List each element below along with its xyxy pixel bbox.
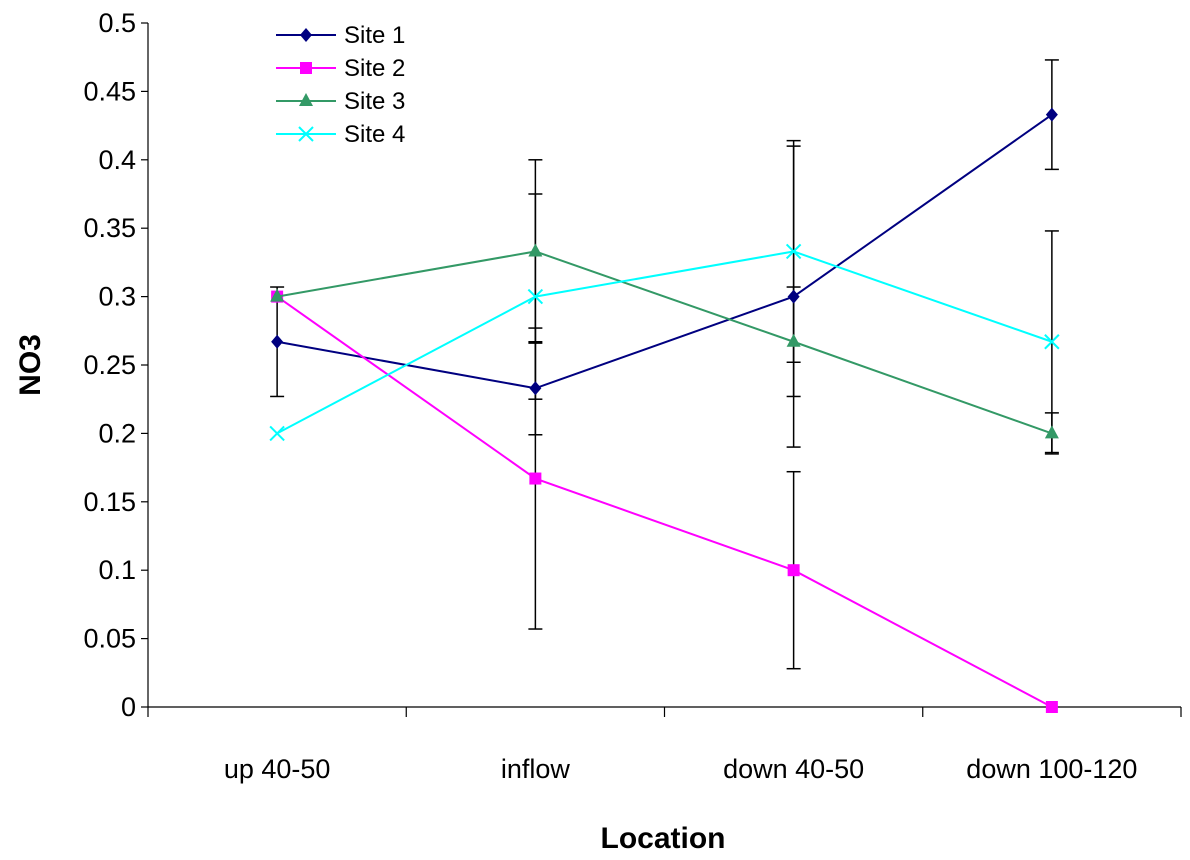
data-point-site-4 [785,243,802,260]
y-tick-label: 0.25 [83,350,136,380]
marker-stroke [1044,334,1060,350]
marker-stroke [527,288,544,305]
plot-area: 0 0.05 0.1 0.15 0.2 0.25 0.3 0.35 0.4 0.45 0.5 up 4… [83,8,1182,784]
x-tick-label: up 40-50 [224,754,331,784]
y-tick-label: 0.5 [98,8,136,38]
series-line-site-3 [276,250,1053,435]
marker-stroke [298,126,314,142]
x-tick-label: inflow [501,754,571,784]
y-tick-label: 0.15 [83,487,136,517]
legend-marker-site-2 [300,62,312,74]
data-point-site-1 [529,381,542,396]
legend-label-site-1: Site 1 [344,22,405,49]
data-point-site-3 [528,243,543,257]
legend-marker-site-1 [300,28,312,42]
data-point-site-1 [1045,107,1058,122]
x-tick-label: down 100-120 [966,754,1137,784]
y-tick-label: 0.1 [98,555,136,585]
data-point-site-4 [1044,334,1060,350]
y-tick-label: 0.45 [83,76,136,106]
y-tick-label: 0.2 [98,418,136,448]
data-point-site-1 [787,289,800,304]
data-point-site-2 [1045,701,1058,713]
legend-label-site-2: Site 2 [344,55,405,82]
legend-label-site-3: Site 3 [344,88,405,115]
y-tick-label: 0.05 [83,624,136,654]
marker-stroke [785,243,802,260]
x-tick-label: down 40-50 [723,754,864,784]
data-point-site-4 [527,288,544,305]
y-tick-label: 0.35 [83,213,136,243]
data-point-site-3 [1044,425,1059,439]
y-tick-label: 0.4 [98,145,136,175]
series-line-site-2 [276,295,1053,708]
y-axis-title: NO3 [14,334,47,396]
x-axis-title: Location [601,822,726,855]
data-point-site-1 [271,334,284,349]
series-line-site-4 [276,250,1053,435]
marker-stroke [269,425,285,442]
y-tick-label: 0.3 [98,282,136,312]
data-point-site-2 [787,564,800,577]
series-line-site-1 [276,113,1053,390]
y-tick-label: 0 [121,692,136,722]
data-point-site-3 [786,333,801,347]
data-point-site-4 [269,425,285,442]
legend-label-site-4: Site 4 [344,121,405,148]
data-point-site-2 [529,472,542,485]
data-point-site-3 [270,288,285,302]
legend: Site 1 Site 2 Site 3 Site 4 [276,22,405,148]
legend-marker-site-4 [298,126,314,142]
legend-marker-site-3 [299,93,313,106]
